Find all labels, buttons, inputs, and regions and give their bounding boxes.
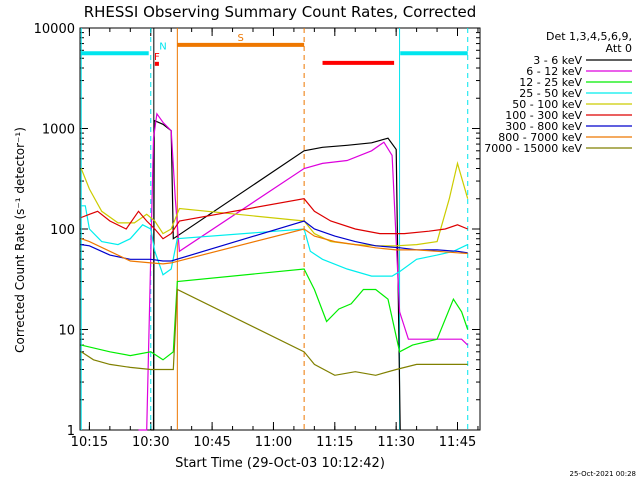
series-line-3 xyxy=(81,205,468,277)
x-axis-label: Start Time (29-Oct-03 10:12:42) xyxy=(175,456,385,471)
y-tick-label: 1 xyxy=(67,424,75,439)
series-line-1 xyxy=(138,112,469,431)
legend-label: 300 - 800 keV xyxy=(505,120,582,133)
y-tick-label: 100 xyxy=(50,223,75,238)
series-line-6 xyxy=(81,220,468,262)
flag-label: F xyxy=(154,52,160,63)
series-line-8 xyxy=(80,288,468,376)
legend-label: 7000 - 15000 keV xyxy=(484,142,582,155)
x-tick-label: 11:30 xyxy=(377,435,414,450)
plot-frame xyxy=(79,27,481,431)
legend-label: 50 - 100 keV xyxy=(512,98,582,111)
legend-label: 3 - 6 keV xyxy=(533,54,582,67)
legend-label: 25 - 50 keV xyxy=(519,87,582,100)
y-tick-label: 1000 xyxy=(42,123,75,138)
y-tick-label: 10 xyxy=(58,324,75,339)
footer-date: 25-Oct-2021 00:28 xyxy=(570,470,636,478)
y-tick-label: 10000 xyxy=(34,22,75,37)
x-tick-label: 10:45 xyxy=(193,435,230,450)
flag-label: N xyxy=(159,41,166,52)
legend-label: 6 - 12 keV xyxy=(526,65,582,78)
legend-label: 800 - 7000 keV xyxy=(498,131,582,144)
legend-header-line-1: Det 1,3,4,5,6,9, xyxy=(546,30,632,43)
x-tick-label: 11:00 xyxy=(255,435,292,450)
x-tick-label: 11:15 xyxy=(316,435,353,450)
x-tick-label: 10:30 xyxy=(132,435,169,450)
chart-title: RHESSI Observing Summary Count Rates, Co… xyxy=(84,3,477,21)
series-line-5 xyxy=(80,198,468,240)
legend-header-line-2: Att 0 xyxy=(606,42,632,55)
plot-area: 1 10 100 1000 10000 10:15 10:30 10:45 11:00 11:15… xyxy=(34,22,481,450)
flag-label: S xyxy=(238,33,244,44)
series-line-0 xyxy=(150,119,401,431)
x-tick-label: 11:45 xyxy=(439,435,476,450)
legend-label: 100 - 300 keV xyxy=(505,109,582,122)
y-axis-label: Corrected Count Rate (s⁻¹ detector⁻¹) xyxy=(13,127,27,353)
x-tick-label: 10:15 xyxy=(71,435,108,450)
series-line-7 xyxy=(80,228,468,265)
legend-label: 12 - 25 keV xyxy=(519,76,582,89)
series-line-2 xyxy=(81,268,469,361)
